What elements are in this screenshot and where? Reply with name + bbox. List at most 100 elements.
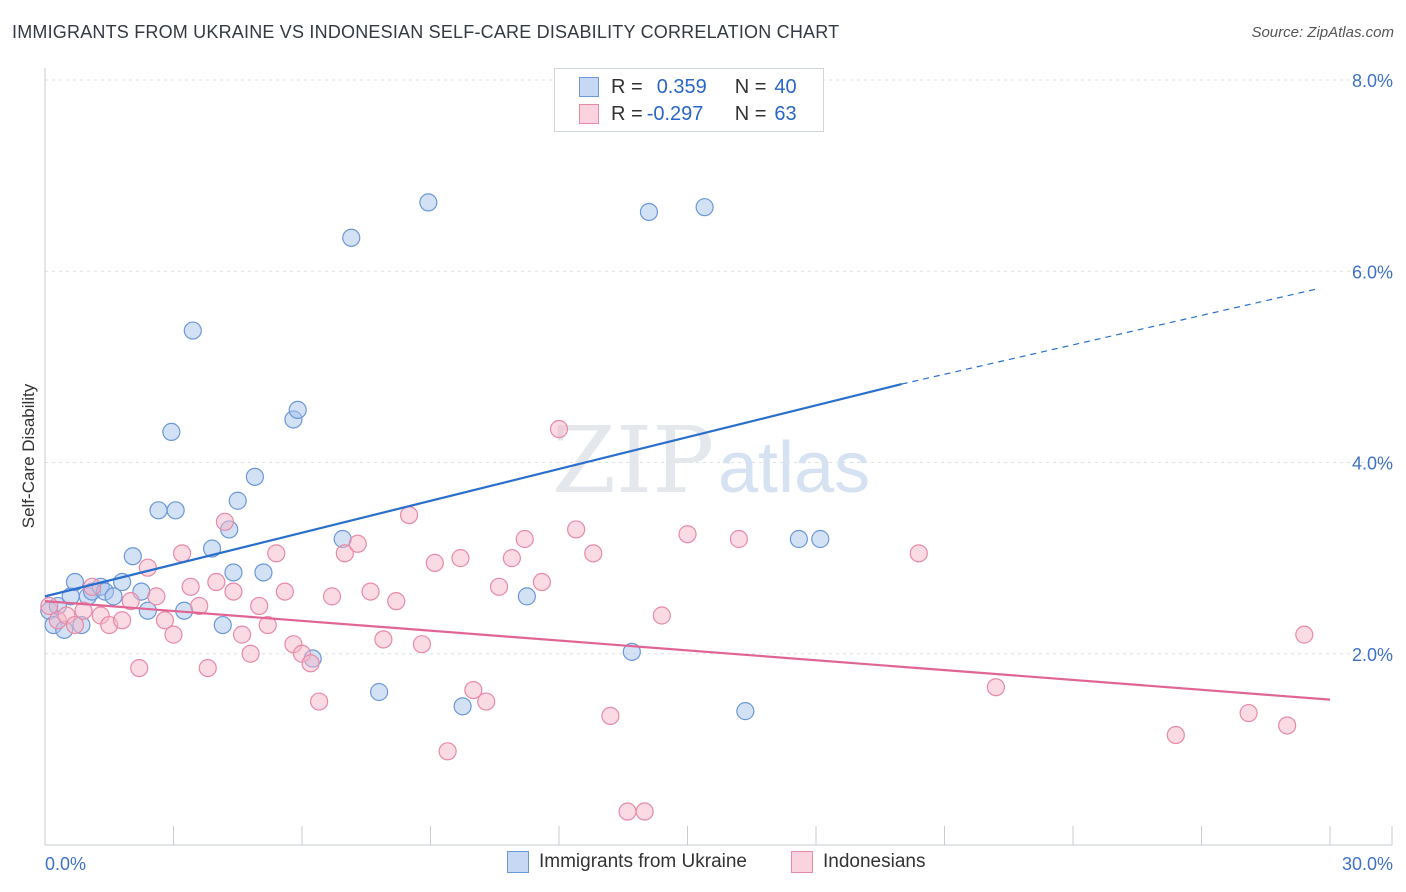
data-point <box>254 563 273 582</box>
series-legend-ukraine[interactable]: Immigrants from Ukraine <box>507 851 747 873</box>
data-point <box>517 587 536 606</box>
data-point <box>74 601 93 620</box>
x-tick-label-max: 30.0% <box>1342 854 1393 874</box>
data-point <box>1166 725 1185 745</box>
data-point <box>635 802 654 821</box>
data-point <box>502 549 521 568</box>
y-tick-label: 2.0% <box>1352 645 1393 665</box>
data-point <box>232 625 252 644</box>
data-point <box>425 553 444 573</box>
data-point <box>451 549 470 568</box>
data-point <box>121 592 140 611</box>
data-point <box>228 491 247 510</box>
data-point <box>130 658 149 678</box>
y-tick-label: 4.0% <box>1352 454 1393 474</box>
data-point <box>567 520 586 539</box>
trend-line-ukraine <box>44 383 902 598</box>
data-point <box>986 678 1006 697</box>
data-point <box>301 654 320 673</box>
data-point <box>224 563 243 582</box>
legend-r-value: -0.297 <box>646 102 704 125</box>
data-point <box>275 582 294 601</box>
data-point <box>622 642 641 661</box>
data-point <box>155 611 175 630</box>
data-point <box>245 467 264 486</box>
legend-n-label: N = <box>734 102 767 125</box>
data-point <box>123 547 142 566</box>
data-point <box>310 692 329 711</box>
data-point <box>678 525 697 544</box>
data-point <box>419 193 438 212</box>
trend-line-ukraine-extension <box>901 287 1320 385</box>
data-point <box>215 512 234 531</box>
x-tick-label-min: 0.0% <box>45 854 86 874</box>
legend-row-indonesians: R = -0.297 N = 63 <box>579 102 797 126</box>
data-point <box>618 802 637 821</box>
legend-r-label: R = <box>611 102 643 125</box>
data-point <box>652 606 671 625</box>
data-point <box>164 625 183 644</box>
correlation-legend: R = 0.359 N = 40 R = -0.297 N = 63 <box>554 68 824 132</box>
data-point <box>584 544 603 563</box>
data-point <box>181 577 200 596</box>
data-point <box>549 419 569 439</box>
data-point <box>213 615 232 635</box>
data-point <box>65 572 85 592</box>
data-point <box>288 400 307 420</box>
data-point <box>162 422 181 441</box>
data-point <box>198 658 217 678</box>
chart-title: IMMIGRANTS FROM UKRAINE VS INDONESIAN SE… <box>12 22 840 42</box>
y-axis-label: Self-Care Disability <box>19 383 38 528</box>
data-point <box>250 596 269 616</box>
data-point <box>909 544 928 563</box>
data-point <box>65 615 85 635</box>
data-point <box>1278 716 1297 735</box>
data-point <box>267 544 286 563</box>
watermark-zip: ZIP <box>552 407 714 514</box>
data-point <box>515 529 534 549</box>
legend-swatch-ukraine <box>579 77 599 97</box>
data-point <box>224 582 243 601</box>
data-point <box>489 577 509 596</box>
data-point <box>789 529 808 549</box>
legend-n-value: 40 <box>774 75 797 98</box>
y-tick-label: 6.0% <box>1352 262 1393 282</box>
data-point <box>639 202 659 222</box>
legend-n-value: 63 <box>774 102 797 125</box>
data-point <box>453 697 472 716</box>
series-label-ukraine: Immigrants from Ukraine <box>539 851 747 872</box>
data-point <box>399 505 419 525</box>
trend-line-indonesians <box>44 600 1331 701</box>
watermark-atlas: atlas <box>718 428 870 508</box>
y-tick-label: 8.0% <box>1352 71 1393 91</box>
data-point <box>104 587 123 606</box>
legend-n-label: N = <box>734 75 767 98</box>
data-point <box>172 544 192 563</box>
data-point <box>374 630 393 649</box>
data-point <box>1239 703 1258 723</box>
series-label-indonesians: Indonesians <box>823 851 926 872</box>
data-point <box>138 558 157 577</box>
legend-swatch-indonesians <box>579 104 599 124</box>
data-point <box>241 644 260 663</box>
data-point <box>207 572 226 592</box>
legend-r-label: R = <box>611 75 643 98</box>
data-point <box>1295 625 1314 644</box>
data-point <box>190 596 209 616</box>
data-point <box>811 529 830 549</box>
legend-row-ukraine: R = 0.359 N = 40 <box>579 75 797 99</box>
series-legend-indonesians[interactable]: Indonesians <box>791 851 925 873</box>
data-point <box>147 587 166 606</box>
data-point <box>149 501 168 520</box>
data-point <box>183 321 202 340</box>
data-point <box>335 544 354 563</box>
data-point <box>736 702 755 721</box>
data-point <box>438 742 457 761</box>
data-point <box>387 592 406 611</box>
data-point <box>348 534 367 553</box>
data-point <box>370 682 389 702</box>
series-indonesians-points <box>40 419 1314 821</box>
data-point <box>601 706 620 726</box>
series-legend: Immigrants from Ukraine Indonesians <box>0 851 1406 877</box>
